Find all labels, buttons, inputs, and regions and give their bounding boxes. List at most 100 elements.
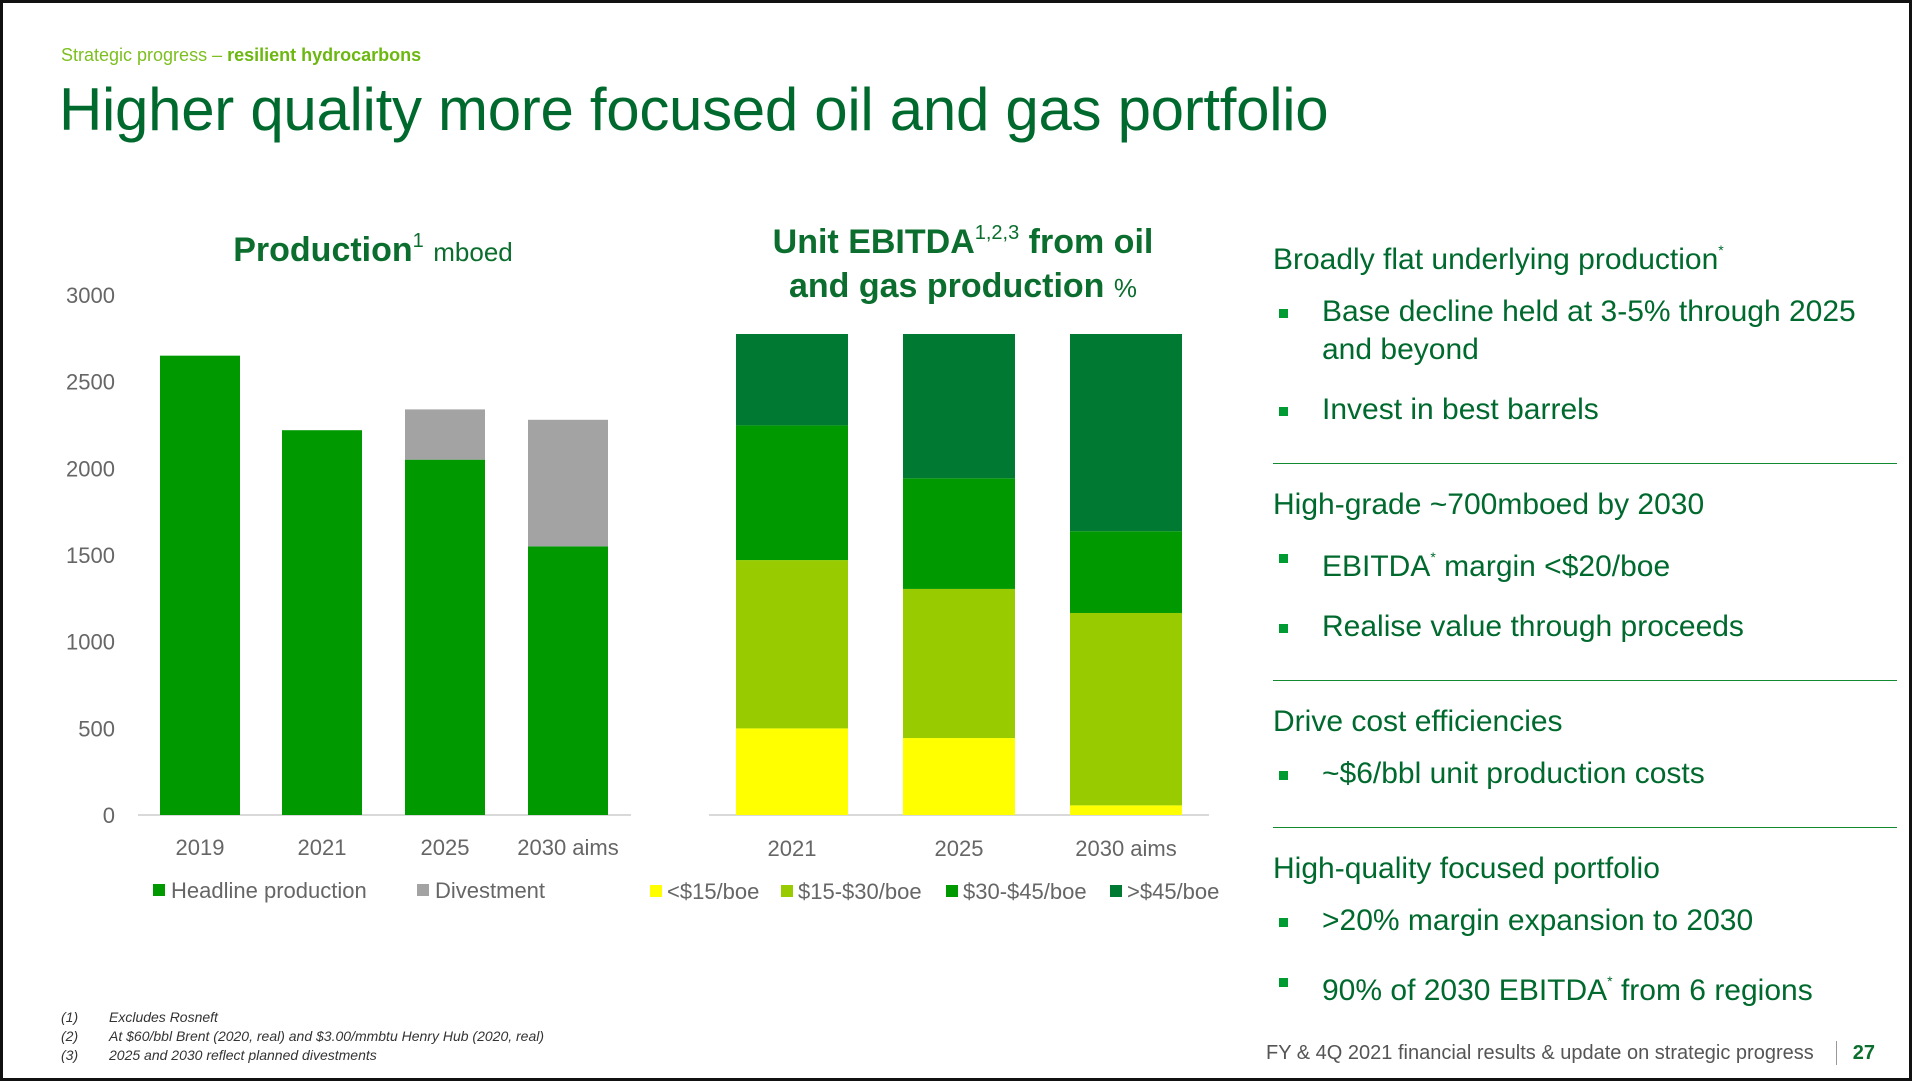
ebitda-title-unit: % [1113,273,1138,303]
bullet-item: 90% of 2030 EBITDA* from 6 regions [1273,962,1897,1010]
ebitda-title-line1: Unit EBITDA [772,223,975,261]
production-bar-divestment [405,409,485,460]
section-heading: Broadly flat underlying production* [1273,242,1724,276]
footnote: (1) Excludes Rosneft [61,1008,544,1027]
production-legend-swatch [417,884,429,896]
footnote-number: (2) [61,1028,79,1044]
ebitda-bar-segment-3 [1070,531,1182,613]
summary-section: Broadly flat underlying production* Base … [1273,231,1897,464]
production-y-tick: 3000 [66,283,115,308]
ebitda-bar-segment-3 [903,478,1015,589]
ebitda-bar-segment-2 [736,560,848,729]
production-y-tick: 2000 [66,456,115,481]
production-y-tick: 1500 [66,543,115,568]
production-bar-headline [405,459,485,815]
production-y-tick: 1000 [66,630,115,655]
production-x-label: 2025 [421,835,470,860]
footnote-number: (1) [61,1009,79,1025]
production-bar-headline [528,546,608,815]
ebitda-bar-segment-2 [903,588,1015,739]
kicker-bold: resilient hydrocarbons [227,45,422,65]
summary-section: Drive cost efficiencies ~$6/bbl unit prod… [1273,703,1897,828]
ebitda-title-sup: 1,2,3 [974,222,1020,244]
ebitda-bar-segment-1 [1070,805,1182,815]
bullet-text: >20% margin expansion to 2030 [1322,904,1754,937]
charts-canvas: 0 500 1000 1500 2000 2500 3000 2019 2021 2025 2030… [66,283,1219,904]
production-x-label: 2021 [298,835,347,860]
bullet-square-icon [1279,771,1288,780]
ebitda-title-line2: and gas production [788,267,1105,305]
page-number: 27 [1852,1041,1875,1064]
ebitda-bar-segment-2 [1070,612,1182,806]
kicker-prefix: Strategic progress – [61,45,228,65]
footnote: (3) 2025 and 2030 reflect planned divestm… [61,1046,544,1065]
production-x-label: 2030 aims [517,835,619,860]
bullet-text: 90% of 2030 EBITDA* from 6 regions [1322,973,1813,1007]
ebitda-bar-segment-4 [1070,334,1182,532]
page-title: Higher quality more focused oil and gas … [59,76,1329,143]
kicker: Strategic progress – resilient hydrocarb… [61,45,421,66]
production-chart-title: Production1 mboed [203,219,543,274]
footnote-number: (3) [61,1047,79,1063]
ebitda-title-line1b: from oil [1019,223,1154,261]
bullet-item: EBITDA* margin <$20/boe [1273,538,1897,586]
bullet-square-icon [1279,624,1288,633]
production-legend-label: Headline production [171,878,367,903]
ebitda-bar-segment-4 [903,334,1015,479]
bullet-item: Invest in best barrels [1273,391,1897,429]
ebitda-x-label: 2025 [935,836,984,861]
bullet-text: EBITDA* margin <$20/boe [1322,549,1671,583]
production-x-label: 2019 [176,835,225,860]
ebitda-chart: 2021 2025 2030 aims <$15/boe $15-$30/boe $30-… [650,334,1219,904]
ebitda-bar-segment-3 [736,425,848,561]
ebitda-legend-swatch [1110,885,1122,897]
bullet-text: Realise value through proceeds [1322,610,1744,643]
ebitda-legend-label: >$45/boe [1127,879,1219,904]
production-y-tick: 2500 [66,370,115,395]
ebitda-x-label: 2030 aims [1075,836,1177,861]
bullet-square-icon [1279,407,1288,416]
bullet-item: ~$6/bbl unit production costs [1273,755,1897,793]
ebitda-legend-label: $30-$45/boe [963,879,1087,904]
section-heading: Drive cost efficiencies [1273,705,1563,738]
production-legend-label: Divestment [435,878,545,903]
bullet-square-icon [1279,978,1288,987]
ebitda-bar-segment-1 [903,738,1015,815]
production-legend-swatch [153,884,165,896]
bullet-item: >20% margin expansion to 2030 [1273,902,1897,940]
bullet-square-icon [1279,554,1288,563]
footnote-text: 2025 and 2030 reflect planned divestment… [109,1047,377,1063]
production-y-tick: 500 [78,716,115,741]
production-y-tick: 0 [103,803,115,828]
footnote-text: Excludes Rosneft [109,1009,218,1025]
ebitda-legend-label: $15-$30/boe [798,879,922,904]
bullet-text: Base decline held at 3-5% through 2025 a… [1322,295,1856,366]
ebitda-bar-segment-4 [736,334,848,426]
ebitda-legend-swatch [946,885,958,897]
ebitda-x-label: 2021 [768,836,817,861]
production-bar-divestment [528,419,608,547]
ebitda-legend-swatch [650,885,662,897]
ebitda-legend-label: <$15/boe [667,879,759,904]
production-bar-headline [160,355,240,815]
footnote: (2) At $60/bbl Brent (2020, real) and $3.… [61,1027,544,1046]
footer-divider [1835,1041,1837,1065]
bullet-item: Base decline held at 3-5% through 2025 a… [1273,293,1897,369]
summary-section: High-grade ~700mboed by 2030 EBITDA* marg… [1273,486,1897,681]
production-title-unit: mboed [433,237,513,267]
section-heading: High-quality focused portfolio [1273,852,1660,885]
production-title-sup: 1 [412,230,424,252]
ebitda-legend-swatch [781,885,793,897]
bullet-text: Invest in best barrels [1322,393,1599,426]
production-chart: 0 500 1000 1500 2000 2500 3000 2019 2021 2025 2030… [66,283,631,903]
ebitda-bar-segment-1 [736,728,848,815]
bullet-text: ~$6/bbl unit production costs [1322,757,1705,790]
summary-section: High-quality focused portfolio >20% margi… [1273,850,1897,1044]
footnote-text: At $60/bbl Brent (2020, real) and $3.00/… [109,1028,545,1044]
bullet-square-icon [1279,309,1288,318]
production-bar-headline [282,430,362,815]
footnotes: (1) Excludes Rosneft (2) At $60/bbl Brent (… [61,1008,544,1065]
bullet-square-icon [1279,918,1288,927]
bullet-item: Realise value through proceeds [1273,608,1897,646]
